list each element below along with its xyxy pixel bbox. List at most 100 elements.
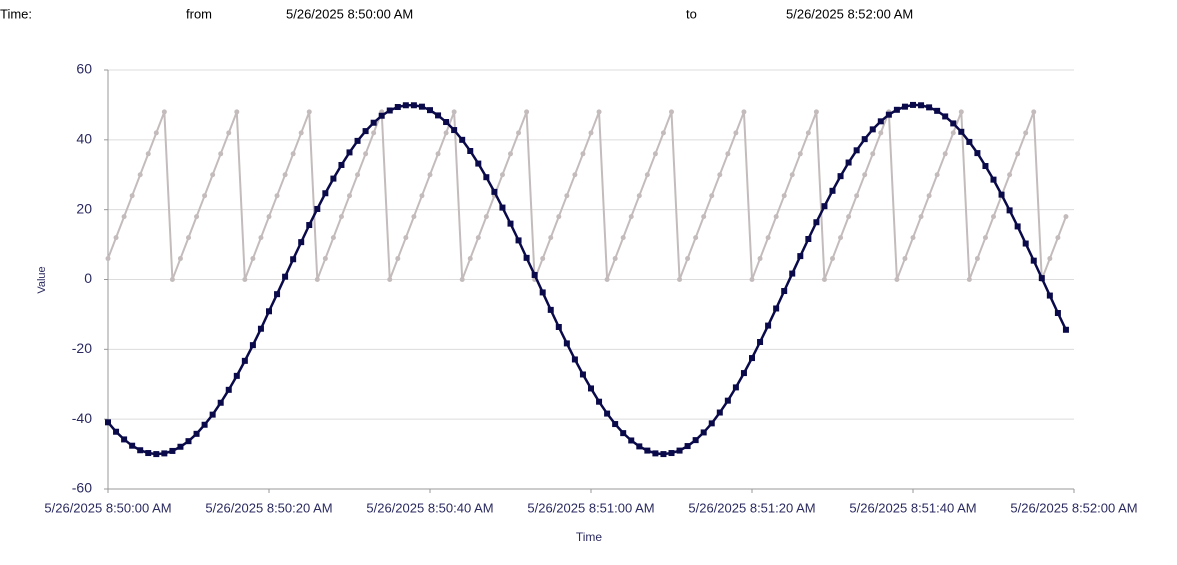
marker	[636, 193, 642, 199]
marker	[338, 161, 345, 168]
marker	[338, 214, 344, 220]
marker	[837, 173, 844, 180]
marker	[153, 130, 159, 136]
x-tick-label: 5/26/2025 8:50:20 AM	[205, 500, 332, 515]
marker	[1015, 151, 1021, 157]
marker	[523, 254, 530, 261]
marker	[934, 107, 941, 114]
marker	[282, 172, 288, 178]
marker	[636, 443, 643, 450]
marker	[427, 107, 433, 114]
marker	[395, 256, 401, 262]
marker	[266, 214, 272, 220]
marker	[781, 193, 787, 199]
marker	[1046, 292, 1053, 299]
marker	[894, 277, 900, 282]
marker	[258, 235, 264, 241]
marker	[821, 203, 828, 210]
marker	[773, 214, 779, 220]
marker	[1063, 214, 1069, 220]
marker	[998, 191, 1005, 198]
marker	[387, 277, 393, 282]
marker	[677, 277, 683, 282]
marker	[347, 193, 352, 199]
marker	[548, 235, 554, 241]
marker	[137, 172, 143, 178]
marker	[346, 149, 353, 156]
series-line	[107, 111, 1067, 280]
from-value: 5/26/2025 8:50:00 AM	[286, 6, 413, 21]
marker	[813, 109, 819, 115]
marker	[740, 370, 747, 377]
marker	[838, 235, 844, 241]
marker	[870, 151, 876, 157]
marker	[869, 126, 876, 133]
marker	[121, 214, 127, 220]
marker	[829, 187, 836, 194]
marker	[918, 102, 925, 109]
y-axis-title: Value	[36, 266, 48, 293]
marker	[620, 235, 626, 241]
marker	[499, 172, 505, 178]
marker	[781, 288, 788, 295]
marker	[676, 447, 683, 454]
marker	[708, 420, 715, 427]
marker	[145, 450, 152, 457]
marker	[363, 151, 369, 157]
marker	[105, 419, 111, 426]
y-tick-label: -40	[72, 410, 92, 426]
marker	[113, 235, 119, 241]
marker	[1047, 256, 1053, 262]
marker	[966, 138, 973, 145]
marker	[765, 322, 772, 329]
x-tick-label: 5/26/2025 8:50:40 AM	[366, 500, 493, 515]
marker	[483, 174, 490, 181]
marker	[475, 160, 482, 167]
marker	[757, 256, 763, 262]
marker	[531, 271, 538, 278]
x-tick-label: 5/26/2025 8:51:20 AM	[688, 500, 815, 515]
marker	[539, 289, 546, 296]
marker	[137, 447, 144, 454]
marker	[177, 256, 183, 262]
marker	[660, 451, 667, 458]
marker	[322, 256, 328, 262]
marker	[435, 112, 442, 119]
marker	[1054, 310, 1061, 317]
marker	[701, 214, 707, 220]
marker	[732, 384, 739, 391]
marker	[209, 411, 216, 418]
marker	[685, 256, 691, 262]
marker	[459, 277, 465, 282]
marker	[226, 130, 232, 136]
y-tick-label: 20	[76, 200, 92, 216]
marker	[830, 256, 835, 262]
marker	[306, 222, 313, 229]
marker	[394, 104, 401, 111]
marker	[386, 107, 393, 114]
marker	[644, 172, 650, 178]
marker	[862, 172, 868, 178]
marker	[797, 151, 803, 157]
marker	[596, 109, 602, 115]
marker	[749, 355, 755, 362]
marker	[443, 119, 450, 126]
marker	[709, 193, 715, 199]
marker	[579, 371, 586, 378]
marker	[427, 172, 433, 178]
marker	[330, 175, 337, 182]
marker	[274, 193, 280, 199]
y-tick-label: -60	[72, 480, 92, 496]
marker	[354, 137, 361, 144]
marker	[370, 119, 377, 126]
marker	[177, 443, 184, 450]
marker	[547, 306, 554, 313]
marker	[378, 112, 385, 119]
marker	[572, 172, 578, 178]
marker	[218, 151, 224, 157]
marker	[749, 277, 755, 282]
marker	[257, 325, 264, 332]
marker	[274, 291, 281, 298]
marker	[926, 193, 932, 199]
marker	[716, 409, 723, 416]
